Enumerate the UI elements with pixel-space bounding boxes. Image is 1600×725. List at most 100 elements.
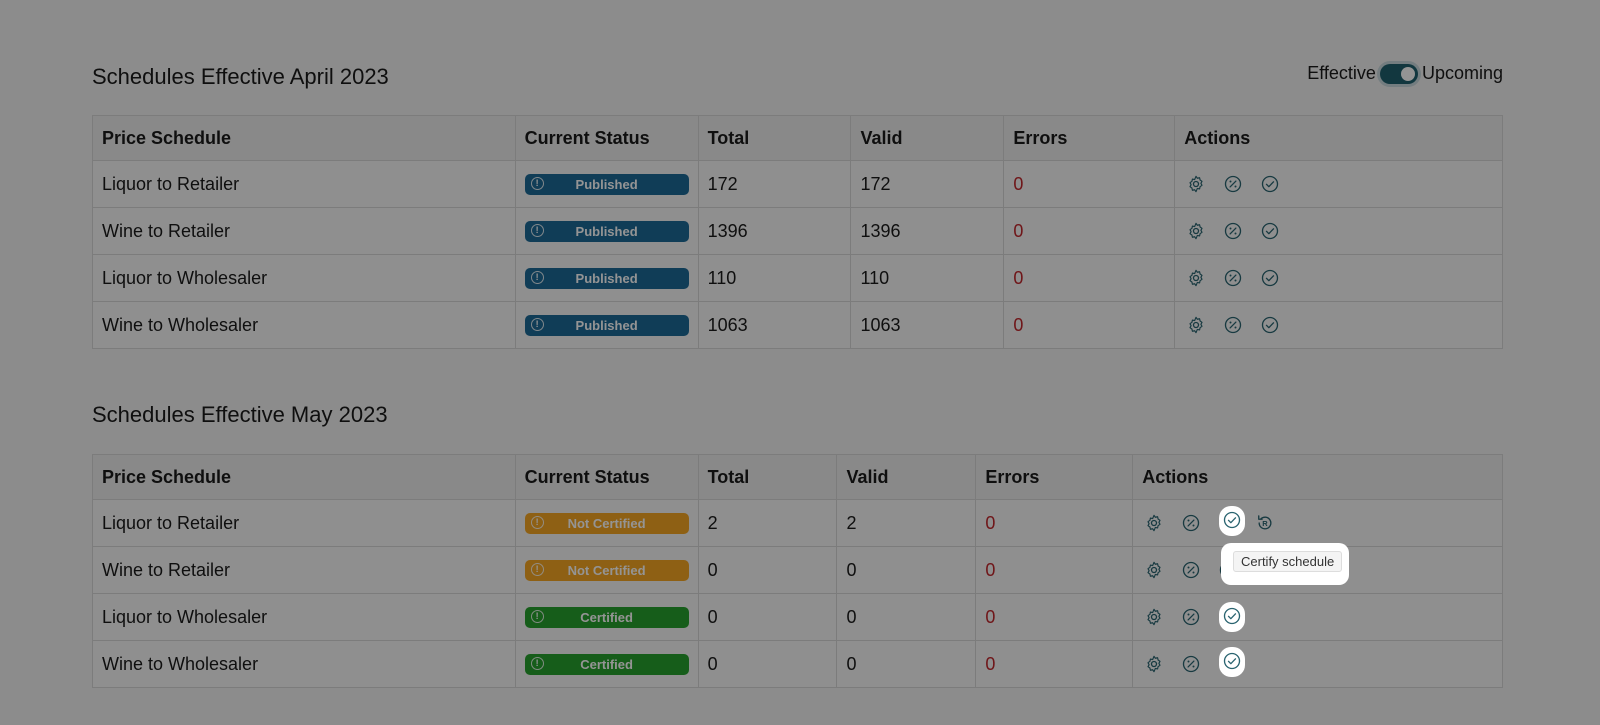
row-actions <box>1142 605 1493 629</box>
cell-price-schedule: Wine to Retailer <box>92 207 516 255</box>
check-circle-icon <box>1222 606 1242 626</box>
cell-errors: 0 <box>1003 301 1176 349</box>
table-body: Liquor to Retailer! Published 172 172 0 Wine … <box>92 160 1503 349</box>
cell-valid: 0 <box>836 640 977 688</box>
info-icon: ! <box>530 223 544 237</box>
status-badge: ! Not Certified <box>524 559 689 581</box>
row-actions <box>1184 172 1493 196</box>
row-actions <box>1184 219 1493 243</box>
effective-upcoming-toggle-group: Effective Upcoming <box>1307 63 1503 84</box>
cell-price-schedule: Liquor to Wholesaler <box>92 593 516 641</box>
cell-errors: 0 <box>975 593 1134 641</box>
cell-actions <box>1132 640 1503 688</box>
cell-current-status: ! Not Certified <box>514 546 699 594</box>
cell-price-schedule: Wine to Wholesaler <box>92 301 516 349</box>
table-row: Liquor to Wholesaler! Certified 0 0 0 <box>92 593 1503 641</box>
check-circle-icon[interactable] <box>1258 266 1282 290</box>
info-icon: ! <box>530 176 544 190</box>
column-header-valid: Valid <box>836 454 977 500</box>
cell-actions <box>1174 160 1503 208</box>
gear-icon[interactable] <box>1184 313 1208 337</box>
cell-current-status: ! Published <box>514 160 699 208</box>
toggle-label-effective: Effective <box>1307 63 1376 83</box>
gear-icon[interactable] <box>1184 219 1208 243</box>
cell-errors: 0 <box>1003 160 1176 208</box>
cell-current-status: ! Published <box>514 301 699 349</box>
column-header-price-schedule: Price Schedule <box>92 454 516 500</box>
status-badge: ! Published <box>524 267 689 289</box>
cell-actions <box>1132 593 1503 641</box>
cell-price-schedule: Wine to Wholesaler <box>92 640 516 688</box>
info-icon: ! <box>530 562 544 576</box>
toggle-label-upcoming: Upcoming <box>1421 63 1503 83</box>
column-header-errors: Errors <box>975 454 1134 500</box>
gear-icon[interactable] <box>1142 558 1166 582</box>
section-header-april: Schedules Effective April 2023 Effective… <box>92 60 1503 100</box>
info-icon: ! <box>530 515 544 529</box>
cell-total: 0 <box>697 593 838 641</box>
gear-icon[interactable] <box>1184 266 1208 290</box>
column-header-errors: Errors <box>1003 115 1176 161</box>
column-header-current-status: Current Status <box>514 115 699 161</box>
table-row: Wine to Retailer!Not Certified000R <box>92 546 1503 594</box>
percent-badge-icon[interactable] <box>1221 219 1245 243</box>
cell-total: 0 <box>697 546 838 594</box>
percent-badge-icon[interactable] <box>1179 558 1203 582</box>
spotlight-certify-row-3[interactable] <box>1219 602 1245 632</box>
percent-badge-icon[interactable] <box>1221 172 1245 196</box>
section-title: Schedules Effective April 2023 <box>92 64 389 89</box>
check-circle-icon[interactable] <box>1258 219 1282 243</box>
percent-badge-icon[interactable] <box>1179 511 1203 535</box>
status-badge: ! Published <box>524 314 689 336</box>
table-row: Liquor to Retailer! Published 172 172 0 <box>92 160 1503 208</box>
table-row: Wine to Retailer! Published 1396 1396 0 <box>92 207 1503 255</box>
gear-icon[interactable] <box>1184 172 1208 196</box>
percent-badge-icon[interactable] <box>1179 605 1203 629</box>
gear-icon[interactable] <box>1142 605 1166 629</box>
section-header-may: Schedules Effective May 2023 <box>92 398 1503 438</box>
status-badge-label: Published <box>575 223 638 239</box>
reset-r-icon[interactable]: R <box>1253 511 1277 535</box>
check-circle-icon[interactable] <box>1258 313 1282 337</box>
percent-badge-icon[interactable] <box>1179 652 1203 676</box>
cell-current-status: ! Published <box>514 207 699 255</box>
table-row: Liquor to Retailer! Not Certified 2 2 0 R <box>92 499 1503 547</box>
cell-price-schedule: Wine to Retailer <box>92 546 516 594</box>
cell-actions <box>1174 301 1503 349</box>
column-header-actions: Actions <box>1132 454 1503 500</box>
percent-badge-icon[interactable] <box>1221 266 1245 290</box>
check-circle-icon[interactable] <box>1258 172 1282 196</box>
column-header-total: Total <box>697 115 852 161</box>
table-header-row: Price Schedule Current Status Total Vali… <box>92 115 1503 161</box>
effective-upcoming-toggle[interactable] <box>1379 63 1418 84</box>
cell-valid: 1063 <box>850 301 1005 349</box>
row-actions: R <box>1142 511 1493 535</box>
gear-icon[interactable] <box>1142 511 1166 535</box>
cell-total: 2 <box>697 499 838 547</box>
row-actions <box>1184 313 1493 337</box>
table-body: Liquor to Retailer! Not Certified 2 2 0 R Wine… <box>92 499 1503 688</box>
cell-valid: 1396 <box>850 207 1005 255</box>
info-icon: ! <box>530 656 544 670</box>
gear-icon[interactable] <box>1142 652 1166 676</box>
cell-errors: 0 <box>1003 254 1176 302</box>
spotlight-certify-row-4[interactable] <box>1219 647 1245 677</box>
status-badge-label: Published <box>575 176 638 192</box>
cell-valid: 110 <box>850 254 1005 302</box>
tooltip-certify-schedule: Certify schedule <box>1233 551 1343 572</box>
spotlight-certify-row-1[interactable] <box>1219 506 1245 536</box>
schedule-table-april: Price Schedule Current Status Total Vali… <box>92 115 1503 349</box>
column-header-price-schedule: Price Schedule <box>92 115 516 161</box>
table-header-row: Price Schedule Current Status Total Vali… <box>92 454 1503 500</box>
cell-current-status: ! Not Certified <box>514 499 699 547</box>
cell-price-schedule: Liquor to Retailer <box>92 499 516 547</box>
svg-text:R: R <box>1263 519 1269 528</box>
cell-valid: 0 <box>836 593 977 641</box>
cell-errors: 0 <box>975 546 1134 594</box>
cell-price-schedule: Liquor to Wholesaler <box>92 254 516 302</box>
column-header-current-status: Current Status <box>514 454 699 500</box>
percent-badge-icon[interactable] <box>1221 313 1245 337</box>
cell-actions <box>1174 254 1503 302</box>
cell-current-status: ! Published <box>514 254 699 302</box>
column-header-total: Total <box>697 454 838 500</box>
